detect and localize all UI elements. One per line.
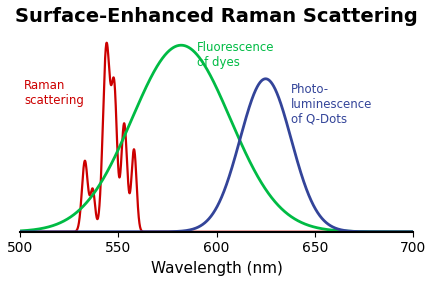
- X-axis label: Wavelength (nm): Wavelength (nm): [151, 261, 282, 276]
- Text: Raman
scattering: Raman scattering: [24, 79, 84, 107]
- Text: Fluorescence
of dyes: Fluorescence of dyes: [197, 42, 275, 69]
- Text: Photo-
luminescence
of Q-Dots: Photo- luminescence of Q-Dots: [291, 83, 372, 126]
- Title: Surface-Enhanced Raman Scattering: Surface-Enhanced Raman Scattering: [15, 7, 418, 26]
